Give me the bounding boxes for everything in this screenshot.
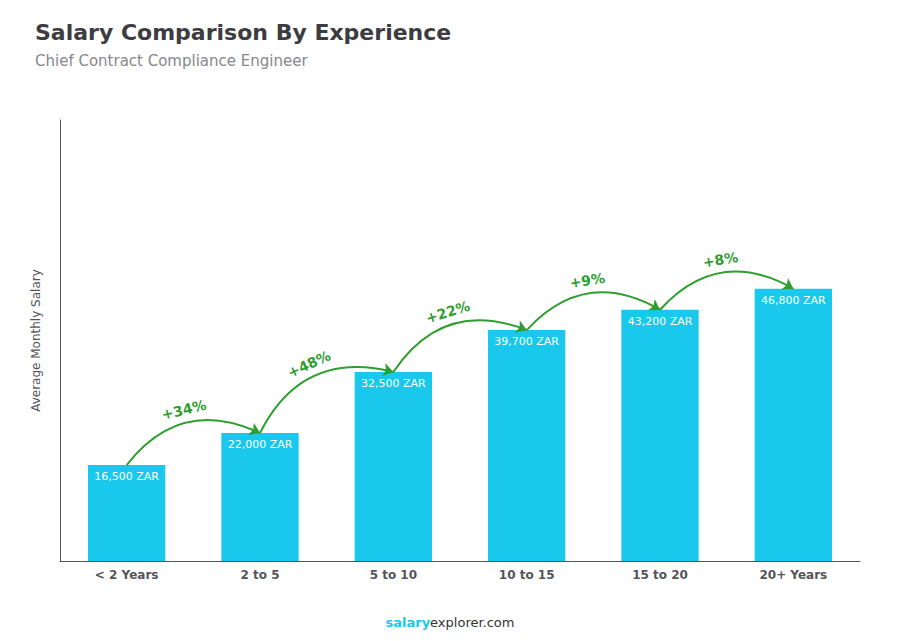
- svg-text:2 to 5: 2 to 5: [240, 568, 279, 582]
- svg-text:+48%: +48%: [285, 347, 333, 380]
- svg-text:Chief Contract Compliance Engi: Chief Contract Compliance Engineer: [35, 52, 308, 70]
- svg-text:22,000 ZAR: 22,000 ZAR: [228, 438, 293, 451]
- svg-text:10 to 15: 10 to 15: [499, 568, 555, 582]
- svg-text:Average Monthly Salary: Average Monthly Salary: [29, 269, 43, 412]
- svg-text:+22%: +22%: [424, 298, 472, 327]
- svg-text:20+ Years: 20+ Years: [759, 568, 827, 582]
- svg-text:46,800 ZAR: 46,800 ZAR: [761, 294, 826, 307]
- svg-text:salary: salary: [385, 615, 430, 630]
- svg-text:5 to 10: 5 to 10: [370, 568, 417, 582]
- svg-text:explorer.com: explorer.com: [430, 615, 514, 630]
- svg-text:< 2 Years: < 2 Years: [95, 568, 159, 582]
- svg-text:16,500 ZAR: 16,500 ZAR: [94, 470, 159, 483]
- svg-text:43,200 ZAR: 43,200 ZAR: [628, 315, 693, 328]
- svg-text:39,700 ZAR: 39,700 ZAR: [494, 335, 559, 348]
- svg-text:32,500 ZAR: 32,500 ZAR: [361, 377, 426, 390]
- svg-text:+34%: +34%: [160, 397, 208, 423]
- svg-text:+8%: +8%: [702, 249, 740, 270]
- svg-text:+9%: +9%: [569, 270, 607, 291]
- svg-text:Salary Comparison By Experienc: Salary Comparison By Experience: [35, 20, 451, 45]
- svg-text:15 to 20: 15 to 20: [632, 568, 688, 582]
